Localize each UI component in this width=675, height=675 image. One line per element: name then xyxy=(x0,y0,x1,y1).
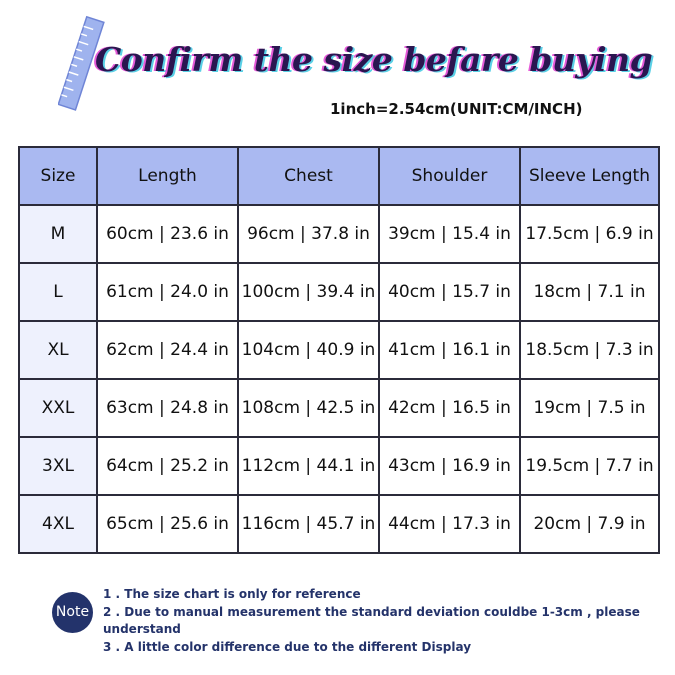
size-table: Size Length Chest Shoulder Sleeve Length M 60… xyxy=(18,146,660,554)
measure-cell: 64cm | 25.2 in xyxy=(96,436,239,496)
table-row: XL 62cm | 24.4 in 104cm | 40.9 in 41cm | 16… xyxy=(18,320,660,380)
measure-cell: 104cm | 40.9 in xyxy=(237,320,380,380)
size-cell: XXL xyxy=(18,378,98,438)
size-cell: L xyxy=(18,262,98,322)
ruler-icon xyxy=(58,15,105,111)
column-header: Sleeve Length xyxy=(519,146,660,206)
table-row: M 60cm | 23.6 in 96cm | 37.8 in 39cm | 15.4… xyxy=(18,204,660,264)
measure-cell: 19cm | 7.5 in xyxy=(519,378,660,438)
measure-cell: 18.5cm | 7.3 in xyxy=(519,320,660,380)
measure-cell: 65cm | 25.6 in xyxy=(96,494,239,554)
table-row: 3XL 64cm | 25.2 in 112cm | 44.1 in 43cm | 1… xyxy=(18,436,660,496)
measure-cell: 116cm | 45.7 in xyxy=(237,494,380,554)
column-header: Size xyxy=(18,146,98,206)
size-cell: M xyxy=(18,204,98,264)
note-line: 2 . Due to manual measurement the standa… xyxy=(103,604,640,637)
measure-cell: 41cm | 16.1 in xyxy=(378,320,521,380)
measure-cell: 62cm | 24.4 in xyxy=(96,320,239,380)
measure-cell: 63cm | 24.8 in xyxy=(96,378,239,438)
measure-cell: 60cm | 23.6 in xyxy=(96,204,239,264)
size-cell: 4XL xyxy=(18,494,98,554)
note-badge: Note xyxy=(52,592,93,633)
note-line: 1 . The size chart is only for reference xyxy=(103,587,361,601)
measure-cell: 19.5cm | 7.7 in xyxy=(519,436,660,496)
title: Confirm the size befare buying xyxy=(95,40,653,79)
table-row: XXL 63cm | 24.8 in 108cm | 42.5 in 42cm | 1… xyxy=(18,378,660,438)
measure-cell: 100cm | 39.4 in xyxy=(237,262,380,322)
column-header: Chest xyxy=(237,146,380,206)
measure-cell: 43cm | 16.9 in xyxy=(378,436,521,496)
size-cell: 3XL xyxy=(18,436,98,496)
measure-cell: 61cm | 24.0 in xyxy=(96,262,239,322)
measure-cell: 20cm | 7.9 in xyxy=(519,494,660,554)
measure-cell: 44cm | 17.3 in xyxy=(378,494,521,554)
measure-cell: 39cm | 15.4 in xyxy=(378,204,521,264)
column-header: Length xyxy=(96,146,239,206)
measure-cell: 40cm | 15.7 in xyxy=(378,262,521,322)
measure-cell: 17.5cm | 6.9 in xyxy=(519,204,660,264)
table-row: L 61cm | 24.0 in 100cm | 39.4 in 40cm | 15.… xyxy=(18,262,660,322)
note-lines: 1 . The size chart is only for reference… xyxy=(103,586,648,656)
subtitle: 1inch=2.54cm(UNIT:CM/INCH) xyxy=(330,100,583,118)
note-line: 3 . A little color difference due to the… xyxy=(103,639,472,654)
measure-cell: 18cm | 7.1 in xyxy=(519,262,660,322)
size-cell: XL xyxy=(18,320,98,380)
measure-cell: 112cm | 44.1 in xyxy=(237,436,380,496)
measure-cell: 108cm | 42.5 in xyxy=(237,378,380,438)
header-row: Size Length Chest Shoulder Sleeve Length xyxy=(18,146,660,206)
measure-cell: 42cm | 16.5 in xyxy=(378,378,521,438)
table-row: 4XL 65cm | 25.6 in 116cm | 45.7 in 44cm | 1… xyxy=(18,494,660,554)
column-header: Shoulder xyxy=(378,146,521,206)
measure-cell: 96cm | 37.8 in xyxy=(237,204,380,264)
